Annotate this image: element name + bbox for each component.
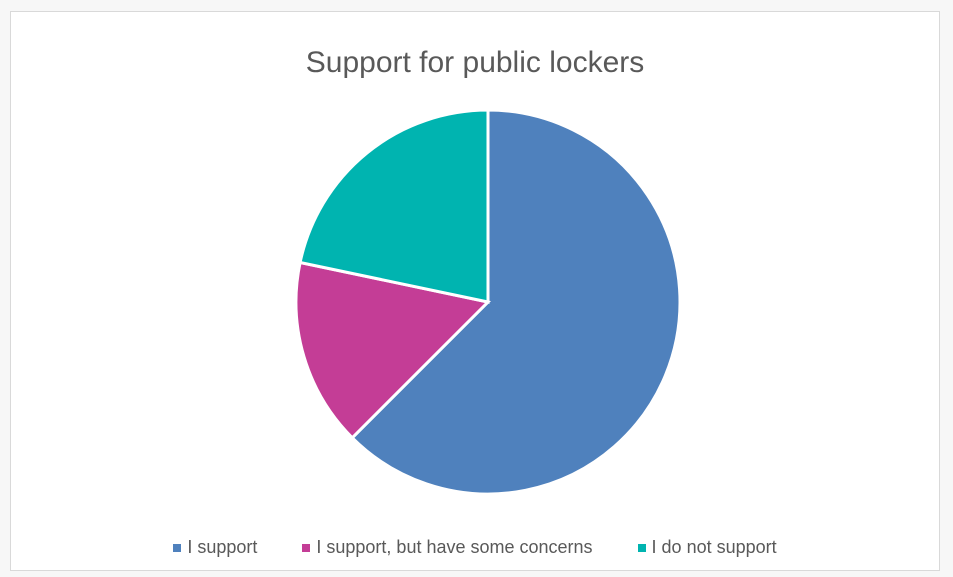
- legend-item-i-support: I support: [173, 537, 257, 558]
- chart-legend: I support I support, but have some conce…: [11, 537, 939, 558]
- legend-label-support-with-concerns: I support, but have some concerns: [316, 537, 593, 557]
- legend-item-support-with-concerns: I support, but have some concerns: [302, 537, 593, 558]
- pie-slice-do-not-support: [298, 108, 490, 304]
- chart-title: Support for public lockers: [305, 46, 645, 79]
- legend-swatch-i-support: [173, 543, 182, 552]
- legend-label-i-support: I support: [187, 537, 258, 557]
- legend-item-do-not-support: I do not support: [637, 537, 777, 558]
- chart-area: Support for public lockers I support I s…: [10, 11, 940, 571]
- pie-slice-i-support: [350, 108, 682, 496]
- pie-slice-support-with-concerns: [294, 260, 492, 440]
- pie-chart: [294, 108, 682, 496]
- legend-swatch-do-not-support: [637, 543, 646, 552]
- legend-label-do-not-support: I do not support: [651, 537, 777, 557]
- legend-swatch-support-with-concerns: [302, 543, 311, 552]
